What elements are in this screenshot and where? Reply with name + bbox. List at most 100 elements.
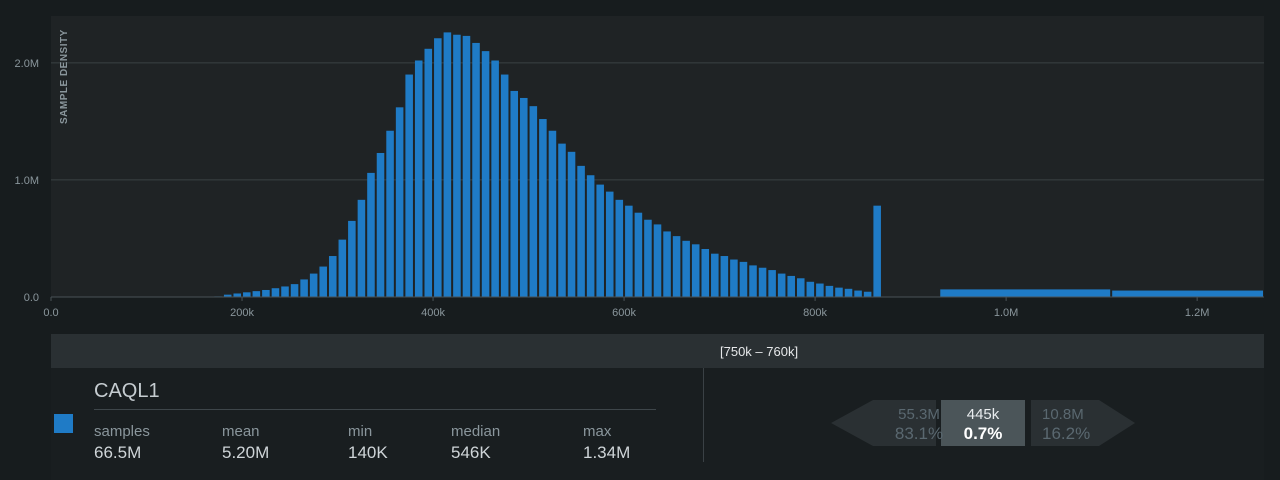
histogram-bar[interactable] [558, 143, 566, 297]
histogram-bar[interactable] [376, 152, 385, 297]
prev-range-button[interactable]: 55.3M 83.1% [877, 405, 961, 443]
histogram-bar[interactable] [348, 220, 356, 297]
histogram-bar[interactable] [338, 239, 347, 297]
histogram-bar[interactable] [720, 256, 729, 297]
histogram-bar[interactable] [520, 97, 528, 297]
histogram-bar[interactable] [395, 107, 404, 297]
histogram-bar[interactable] [796, 278, 805, 297]
histogram-bar[interactable] [243, 292, 251, 297]
histogram-bar[interactable] [854, 290, 862, 297]
histogram-bar[interactable] [835, 287, 843, 297]
below-percent: 83.1% [894, 424, 944, 443]
histogram-bar[interactable] [787, 275, 795, 297]
histogram-bar[interactable] [424, 48, 433, 298]
histogram-bar[interactable] [252, 291, 261, 297]
stat-samples-label: samples [94, 423, 150, 440]
histogram-bar[interactable] [644, 219, 652, 297]
x-tick-label: 800k [803, 307, 827, 319]
histogram-bar[interactable] [777, 273, 786, 297]
stat-samples-value: 66.5M [94, 443, 142, 462]
histogram-bar[interactable] [577, 165, 585, 297]
histogram-bar[interactable] [825, 285, 834, 297]
histogram-bar[interactable] [749, 265, 757, 297]
stat-max: max 1.34M [583, 423, 630, 464]
navigator-shapes [831, 400, 1135, 446]
y-tick-label: 2.0M [15, 58, 39, 70]
histogram-bar[interactable] [682, 240, 690, 297]
histogram-bar[interactable] [567, 151, 576, 297]
selected-range-label: [750k – 760k] [720, 344, 799, 359]
current-percent: 0.7% [963, 424, 1003, 443]
histogram-bar[interactable] [539, 119, 547, 298]
histogram-bar[interactable] [816, 283, 824, 297]
histogram-bar[interactable] [300, 279, 308, 297]
x-tick-label: 400k [421, 307, 445, 319]
histogram-bar[interactable] [758, 267, 767, 297]
bars-layer [214, 32, 1263, 298]
histogram-bar[interactable] [434, 38, 442, 297]
y-tick-label: 0.0 [24, 292, 39, 304]
histogram-bar[interactable] [940, 289, 1111, 297]
histogram-bar[interactable] [472, 42, 480, 297]
current-count: 445k [966, 406, 1000, 423]
histogram-bar[interactable] [605, 191, 614, 297]
next-range-button[interactable]: 10.8M 16.2% [1026, 405, 1122, 443]
histogram-bar[interactable] [863, 291, 872, 297]
histogram-bar[interactable] [1112, 290, 1263, 297]
histogram-bar[interactable] [586, 175, 595, 297]
histogram-bar[interactable] [462, 35, 471, 297]
histogram-bar[interactable] [739, 261, 748, 297]
x-tick-label: 1.0M [994, 307, 1018, 319]
prev-range-button-bg[interactable] [831, 400, 936, 446]
histogram-bar[interactable] [290, 284, 299, 297]
histogram-bar[interactable] [730, 259, 738, 297]
histogram-bar[interactable] [873, 205, 881, 297]
histogram-bar[interactable] [262, 289, 270, 297]
histogram-bar[interactable] [625, 205, 633, 297]
histogram-bar[interactable] [233, 293, 242, 297]
histogram-bar[interactable] [672, 236, 681, 297]
stat-min-value: 140K [348, 443, 388, 462]
histogram-bar[interactable] [405, 74, 413, 298]
x-tick-label: 600k [612, 307, 636, 319]
histogram-bar[interactable] [386, 130, 394, 297]
stat-median: median 546K [451, 423, 500, 464]
legend-swatch[interactable] [54, 414, 73, 433]
histogram-bar[interactable] [500, 74, 509, 298]
histogram-bar[interactable] [357, 199, 366, 297]
histogram-bar[interactable] [615, 199, 624, 297]
above-count: 10.8M [1042, 406, 1084, 423]
histogram-bar[interactable] [806, 281, 815, 297]
histogram-bar[interactable] [443, 32, 452, 298]
histogram-bar[interactable] [653, 224, 662, 297]
stat-min-label: min [348, 423, 373, 440]
histogram-bar[interactable] [367, 172, 375, 297]
summary-panel: [750k – 760k] CAQL1 samples 66.5M mean 5… [51, 334, 1264, 480]
histogram-bar[interactable] [491, 60, 499, 297]
histogram-bar[interactable] [663, 231, 671, 297]
histogram-bar[interactable] [529, 106, 538, 297]
selection-navigator: 55.3M 83.1% 445k 0.7% 10.8M 16.2% [831, 400, 1136, 446]
histogram-bar[interactable] [281, 286, 289, 297]
histogram-bar[interactable] [319, 266, 327, 297]
histogram-bar[interactable] [548, 130, 557, 297]
histogram-bar[interactable] [634, 212, 643, 297]
histogram-bar[interactable] [309, 273, 318, 297]
histogram-bar[interactable] [768, 270, 776, 297]
series-divider [94, 409, 656, 410]
next-range-button-bg[interactable] [1031, 400, 1135, 446]
histogram-bar[interactable] [596, 184, 604, 297]
histogram-bar[interactable] [271, 288, 280, 297]
histogram-bar[interactable] [414, 60, 423, 297]
histogram-bar[interactable] [701, 248, 710, 297]
histogram-bar[interactable] [453, 34, 461, 297]
histogram-bar[interactable] [510, 90, 519, 297]
panel-divider [703, 368, 704, 462]
histogram-bar[interactable] [844, 288, 853, 297]
histogram-bar[interactable] [691, 244, 700, 297]
histogram-bar[interactable] [328, 256, 337, 297]
histogram-bar[interactable] [223, 294, 232, 297]
histogram-bar[interactable] [481, 51, 490, 297]
stat-mean-label: mean [222, 423, 260, 440]
histogram-bar[interactable] [711, 253, 719, 297]
